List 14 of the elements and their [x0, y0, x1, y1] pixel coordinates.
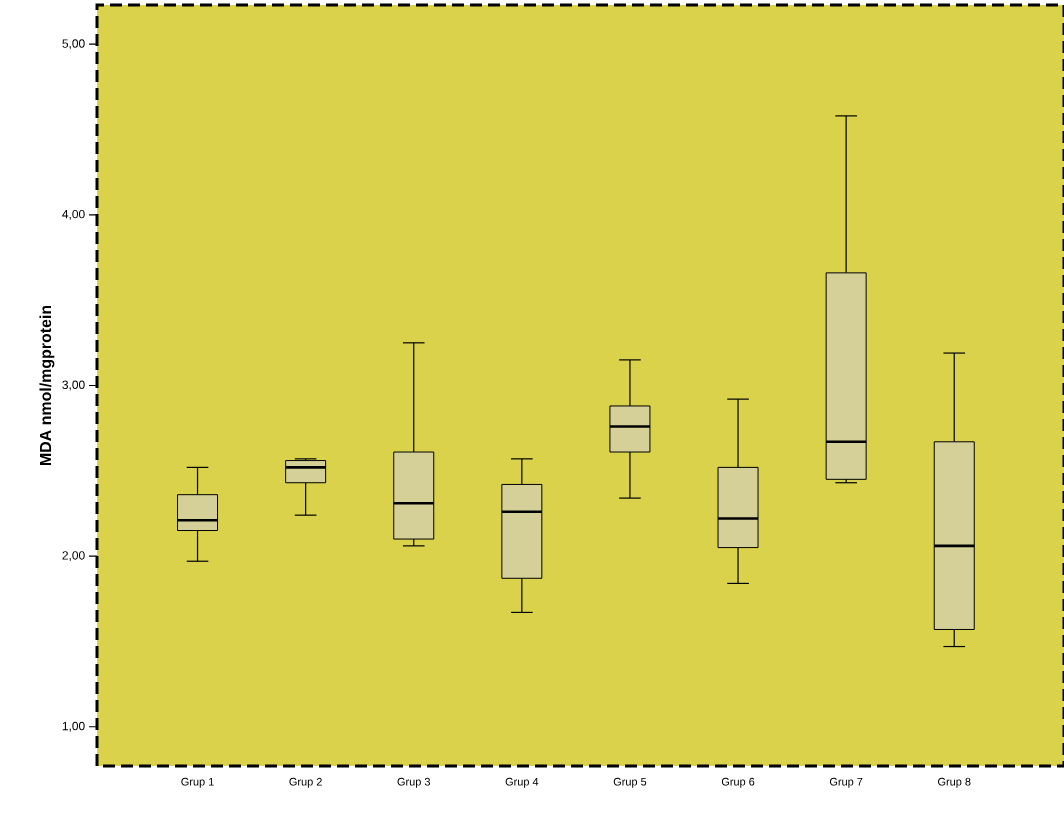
y-tick-label: 3,00: [62, 380, 85, 391]
x-tick-label: Grup 7: [829, 777, 863, 788]
x-tick-label: Grup 1: [181, 777, 214, 788]
x-tick-label: Grup 2: [289, 777, 322, 788]
x-tick-label: Grup 6: [721, 777, 755, 788]
y-tick-label: 4,00: [62, 209, 85, 220]
y-axis-title: MDA nmol/mgprotein: [39, 305, 55, 465]
y-tick-label: 1,00: [62, 721, 85, 732]
x-tick-label: Grup 4: [505, 777, 539, 788]
y-tick-label: 5,00: [62, 39, 85, 50]
x-tick-label: Grup 8: [938, 777, 971, 788]
y-tick-label: 2,00: [62, 551, 85, 562]
x-tick-label: Grup 5: [613, 777, 647, 788]
x-tick-label: Grup 3: [397, 777, 430, 788]
